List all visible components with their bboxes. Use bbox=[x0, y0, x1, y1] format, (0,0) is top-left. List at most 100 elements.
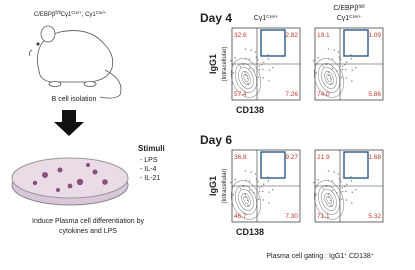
event-dot bbox=[345, 61, 348, 64]
quadrant-percent: 74.0 bbox=[317, 91, 330, 98]
event-dot bbox=[351, 80, 353, 82]
event-dot bbox=[247, 204, 249, 207]
event-dot bbox=[330, 82, 332, 85]
step-label: B cell isolation bbox=[52, 96, 97, 103]
superscript: Cre/+ bbox=[349, 14, 361, 20]
event-dot bbox=[350, 176, 352, 178]
event-dot bbox=[234, 178, 236, 181]
event-dot bbox=[327, 179, 330, 182]
event-dot bbox=[331, 180, 334, 182]
event-dot bbox=[250, 171, 252, 173]
event-dot bbox=[338, 56, 341, 58]
contour bbox=[321, 67, 337, 89]
event-dot bbox=[262, 68, 264, 71]
culture-dish bbox=[11, 157, 129, 206]
event-dot bbox=[315, 194, 318, 196]
text-part: Plasma cell gating : IgG1 bbox=[266, 253, 344, 260]
event-dot bbox=[268, 202, 270, 204]
event-dot bbox=[267, 54, 269, 56]
quadrant-percent: 57.4 bbox=[234, 91, 247, 98]
quadrant-percent: 71.1 bbox=[317, 213, 330, 220]
contour bbox=[243, 73, 249, 83]
event-dot bbox=[244, 193, 247, 195]
column-header: C/EBPβfl/fl bbox=[333, 4, 364, 13]
event-dot bbox=[345, 199, 348, 201]
text-part: C/EBPβ bbox=[34, 12, 56, 18]
event-dot bbox=[258, 190, 261, 193]
event-dot bbox=[341, 187, 344, 189]
event-dot bbox=[239, 65, 242, 68]
superscript: Cre/+ bbox=[96, 10, 107, 15]
event-dot bbox=[341, 68, 344, 71]
event-dot bbox=[340, 198, 343, 201]
event-dot bbox=[322, 187, 325, 190]
text-part: C/EBPβ bbox=[333, 5, 358, 12]
event-dot bbox=[234, 56, 236, 59]
text-part: Cγ1 bbox=[337, 15, 350, 22]
event-dot bbox=[350, 58, 353, 60]
event-dot bbox=[327, 57, 330, 60]
event-dot bbox=[244, 170, 247, 172]
event-dot bbox=[267, 58, 270, 60]
event-dot bbox=[345, 68, 347, 71]
event-dot bbox=[244, 57, 247, 60]
quadrant-percent: 1.68 bbox=[368, 154, 381, 161]
event-dot bbox=[337, 173, 340, 175]
superscript: + bbox=[371, 253, 374, 258]
superscript: Cre/+ bbox=[266, 14, 278, 20]
contour bbox=[313, 180, 345, 220]
event-dot bbox=[232, 72, 235, 74]
contour-cloud bbox=[229, 170, 274, 220]
event-dot bbox=[355, 66, 357, 69]
event-dot bbox=[327, 48, 330, 50]
event-dot bbox=[257, 76, 260, 79]
plasma-cell-gate bbox=[343, 151, 369, 179]
event-dot bbox=[327, 170, 330, 172]
event-dot bbox=[312, 181, 315, 184]
quadrant-percent: 7.26 bbox=[285, 91, 298, 98]
contour bbox=[241, 193, 251, 207]
event-dot bbox=[262, 199, 265, 201]
contour-cloud bbox=[312, 170, 357, 220]
quadrant-percent: 7.30 bbox=[285, 213, 298, 220]
quadrant-percent: 21.9 bbox=[317, 154, 330, 161]
event-dot bbox=[330, 204, 332, 207]
quadrant-percent: 5.86 bbox=[368, 91, 381, 98]
event-dot bbox=[245, 196, 247, 198]
event-dot bbox=[350, 54, 352, 56]
stimuli-title: Stimuli bbox=[138, 144, 165, 153]
down-arrow bbox=[54, 110, 84, 136]
x-axis-label: CD138 bbox=[236, 105, 264, 115]
text-part: Cγ1 bbox=[254, 15, 267, 22]
event-dot bbox=[336, 192, 338, 194]
event-dot bbox=[339, 180, 342, 183]
event-dot bbox=[244, 71, 247, 73]
event-dot bbox=[253, 70, 255, 72]
event-dot bbox=[248, 180, 251, 182]
event-dot bbox=[328, 74, 330, 76]
quadrant-percent: 36.8 bbox=[234, 154, 247, 161]
event-dot bbox=[330, 77, 332, 80]
quadrant-percent: 9.27 bbox=[285, 154, 298, 161]
event-dot bbox=[333, 49, 335, 51]
contour bbox=[230, 180, 262, 220]
event-dot bbox=[254, 51, 257, 53]
event-dot bbox=[331, 189, 334, 192]
event-dot bbox=[262, 77, 265, 79]
event-dot bbox=[258, 68, 261, 71]
column-header: Cγ1Cre/+ bbox=[337, 14, 362, 23]
gating-note: Plasma cell gating : IgG1+ CD138+ bbox=[266, 253, 373, 261]
event-dot bbox=[345, 77, 348, 79]
quadrant-percent: 32.6 bbox=[234, 32, 247, 39]
event-dot bbox=[262, 190, 264, 193]
event-dot bbox=[338, 178, 341, 180]
event-dot bbox=[247, 199, 249, 202]
event-dot bbox=[258, 187, 261, 189]
text-part: Cγ1 bbox=[61, 12, 72, 18]
plasma-cell-gate bbox=[343, 29, 369, 57]
contour bbox=[238, 67, 254, 89]
day-label: Day 4 bbox=[200, 11, 232, 25]
event-dot bbox=[254, 173, 257, 175]
event-dot bbox=[272, 66, 274, 69]
